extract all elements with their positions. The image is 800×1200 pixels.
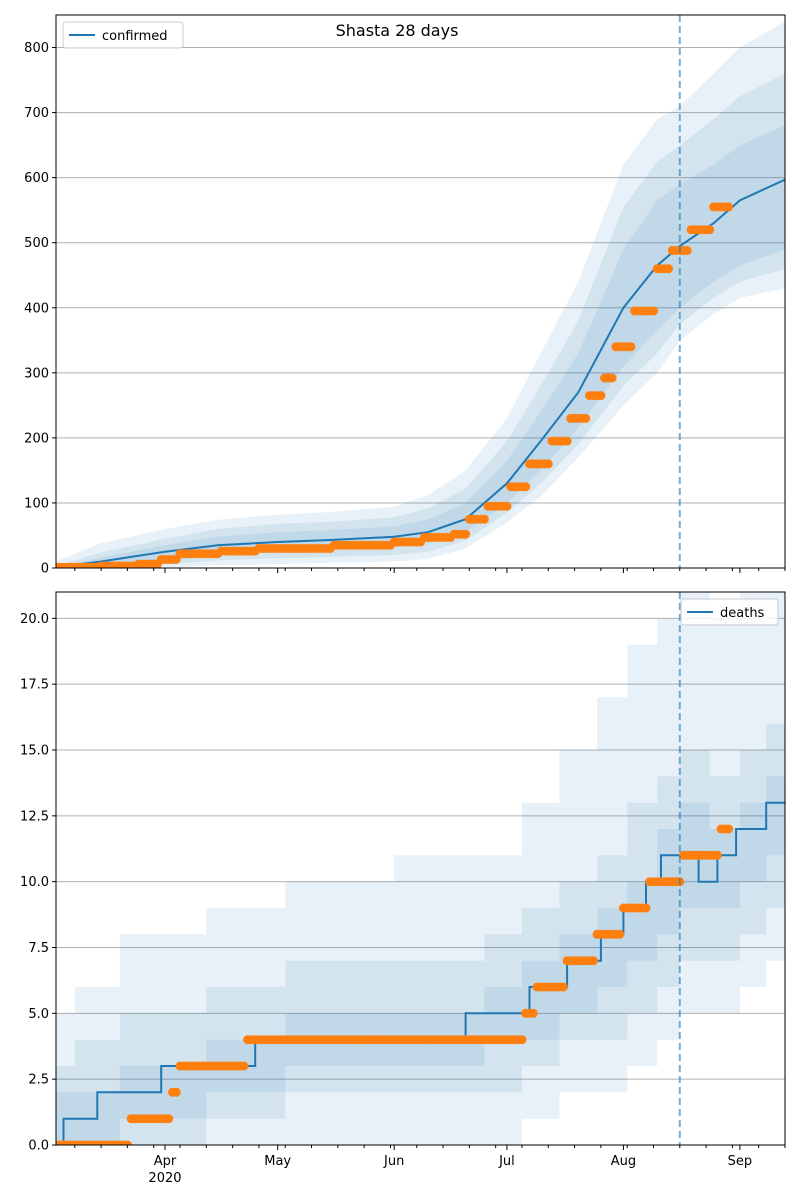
x-tick-label: Jun xyxy=(383,1154,404,1169)
observed-point xyxy=(641,903,651,913)
chart-title: Shasta 28 days xyxy=(336,21,459,40)
observed-point xyxy=(558,982,568,992)
observed-point xyxy=(724,824,734,834)
observed-point xyxy=(682,246,692,255)
observed-point xyxy=(543,459,553,469)
observed-point xyxy=(596,391,606,401)
observed-point xyxy=(581,413,591,423)
legend-label: confirmed xyxy=(102,29,168,44)
y-tick-label: 200 xyxy=(24,431,49,446)
y-tick-label: 2.5 xyxy=(28,1073,49,1088)
confidence-band-1 xyxy=(56,125,785,568)
observed-point xyxy=(607,373,617,383)
y-tick-label: 7.5 xyxy=(28,941,49,956)
observed-point xyxy=(479,514,489,524)
x-tick-label: Sep xyxy=(728,1154,753,1169)
observed-point xyxy=(705,225,715,235)
observed-point xyxy=(626,342,636,352)
axes-frame xyxy=(55,591,786,1146)
x-year-label: 2020 xyxy=(148,1171,181,1186)
y-tick-label: 100 xyxy=(24,496,49,511)
y-tick-label: 0 xyxy=(41,562,49,577)
model-line xyxy=(56,178,785,568)
confidence-band-3 xyxy=(56,592,785,1145)
x-tick-label: Jul xyxy=(498,1154,515,1169)
y-tick-label: 12.5 xyxy=(20,809,49,824)
axes-frame xyxy=(55,14,786,569)
observed-point xyxy=(588,956,598,966)
observed-point xyxy=(724,202,734,212)
observed-point xyxy=(171,1087,181,1097)
deaths-chart: 0.0 2.5 5.0 7.5 10.0 12.5 15.0 17.5 20.0 Apr May Ju… xyxy=(20,591,786,1186)
observed-point xyxy=(664,264,673,274)
legend-box xyxy=(62,21,184,49)
y-tick-label: 15.0 xyxy=(20,744,49,759)
y-tick-label: 300 xyxy=(24,366,49,381)
x-tick-label: Apr xyxy=(154,1154,177,1169)
legend-box xyxy=(680,598,779,626)
legend-label: deaths xyxy=(720,606,765,621)
x-tick-label: Aug xyxy=(611,1154,636,1169)
y-tick-label: 400 xyxy=(24,301,49,316)
observed-point xyxy=(122,1140,132,1145)
y-tick-label: 700 xyxy=(24,106,49,121)
observed-point xyxy=(649,306,658,316)
y-tick-label: 600 xyxy=(24,171,49,186)
y-tick-label: 0.0 xyxy=(28,1139,49,1154)
observed-point xyxy=(712,850,722,860)
observed-point xyxy=(239,1061,249,1071)
observed-point xyxy=(521,482,531,492)
observed-point xyxy=(528,1008,538,1018)
y-tick-label: 500 xyxy=(24,236,49,251)
observed-point xyxy=(615,929,625,939)
observed-point xyxy=(517,1035,527,1045)
y-tick-label: 20.0 xyxy=(20,612,49,627)
plot-area xyxy=(56,592,785,1145)
observed-point xyxy=(164,1114,174,1124)
y-tick-label: 5.0 xyxy=(28,1007,49,1022)
observed-point xyxy=(502,501,512,511)
observed-point xyxy=(461,529,471,539)
confidence-band-2 xyxy=(56,697,785,1145)
confidence-band-2 xyxy=(56,73,785,568)
confidence-band-1 xyxy=(56,750,785,1145)
confidence-band-3 xyxy=(56,21,785,568)
plot-area xyxy=(56,21,785,568)
observed-point xyxy=(562,436,572,446)
y-tick-label: 10.0 xyxy=(20,875,49,890)
y-tick-label: 800 xyxy=(24,41,49,56)
y-tick-label: 17.5 xyxy=(20,678,49,693)
x-tick-label: May xyxy=(264,1154,291,1169)
confirmed-chart: 0 100 200 300 400 500 600 700 800 confirmed xyxy=(24,14,786,577)
